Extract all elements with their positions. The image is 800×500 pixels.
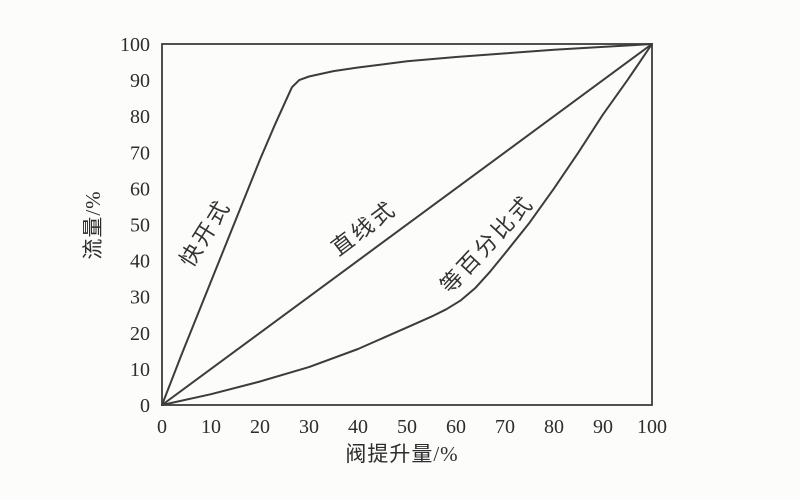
x-tick-label: 20 [250, 416, 270, 438]
y-tick-label: 20 [130, 323, 150, 345]
x-tick-label: 90 [593, 416, 613, 438]
x-tick-label: 50 [397, 416, 417, 438]
curve-equal-percentage [161, 43, 653, 406]
x-axis-title: 阀提升量/% [345, 442, 459, 466]
y-tick-label: 90 [130, 70, 150, 92]
x-tick-label: 0 [157, 416, 167, 438]
curve-linear [161, 43, 653, 406]
x-tick-label: 60 [446, 416, 466, 438]
y-tick-label: 50 [130, 215, 150, 237]
y-tick-label: 70 [130, 142, 150, 164]
y-axis-title: 流量/% [81, 190, 105, 260]
y-tick-label: 80 [130, 106, 150, 128]
x-tick-label: 40 [348, 416, 368, 438]
y-tick-label: 100 [120, 34, 150, 56]
x-tick-label: 30 [299, 416, 319, 438]
y-tick-label: 30 [130, 287, 150, 309]
y-tick-label: 40 [130, 251, 150, 273]
y-tick-label: 60 [130, 178, 150, 200]
x-tick-label: 10 [201, 416, 221, 438]
plot-border [161, 43, 653, 406]
x-tick-label: 70 [495, 416, 515, 438]
x-tick-label: 80 [544, 416, 564, 438]
curve-quick-opening [161, 43, 653, 406]
x-tick-label: 100 [637, 416, 667, 438]
y-tick-label: 0 [140, 395, 150, 417]
y-tick-label: 10 [130, 359, 150, 381]
